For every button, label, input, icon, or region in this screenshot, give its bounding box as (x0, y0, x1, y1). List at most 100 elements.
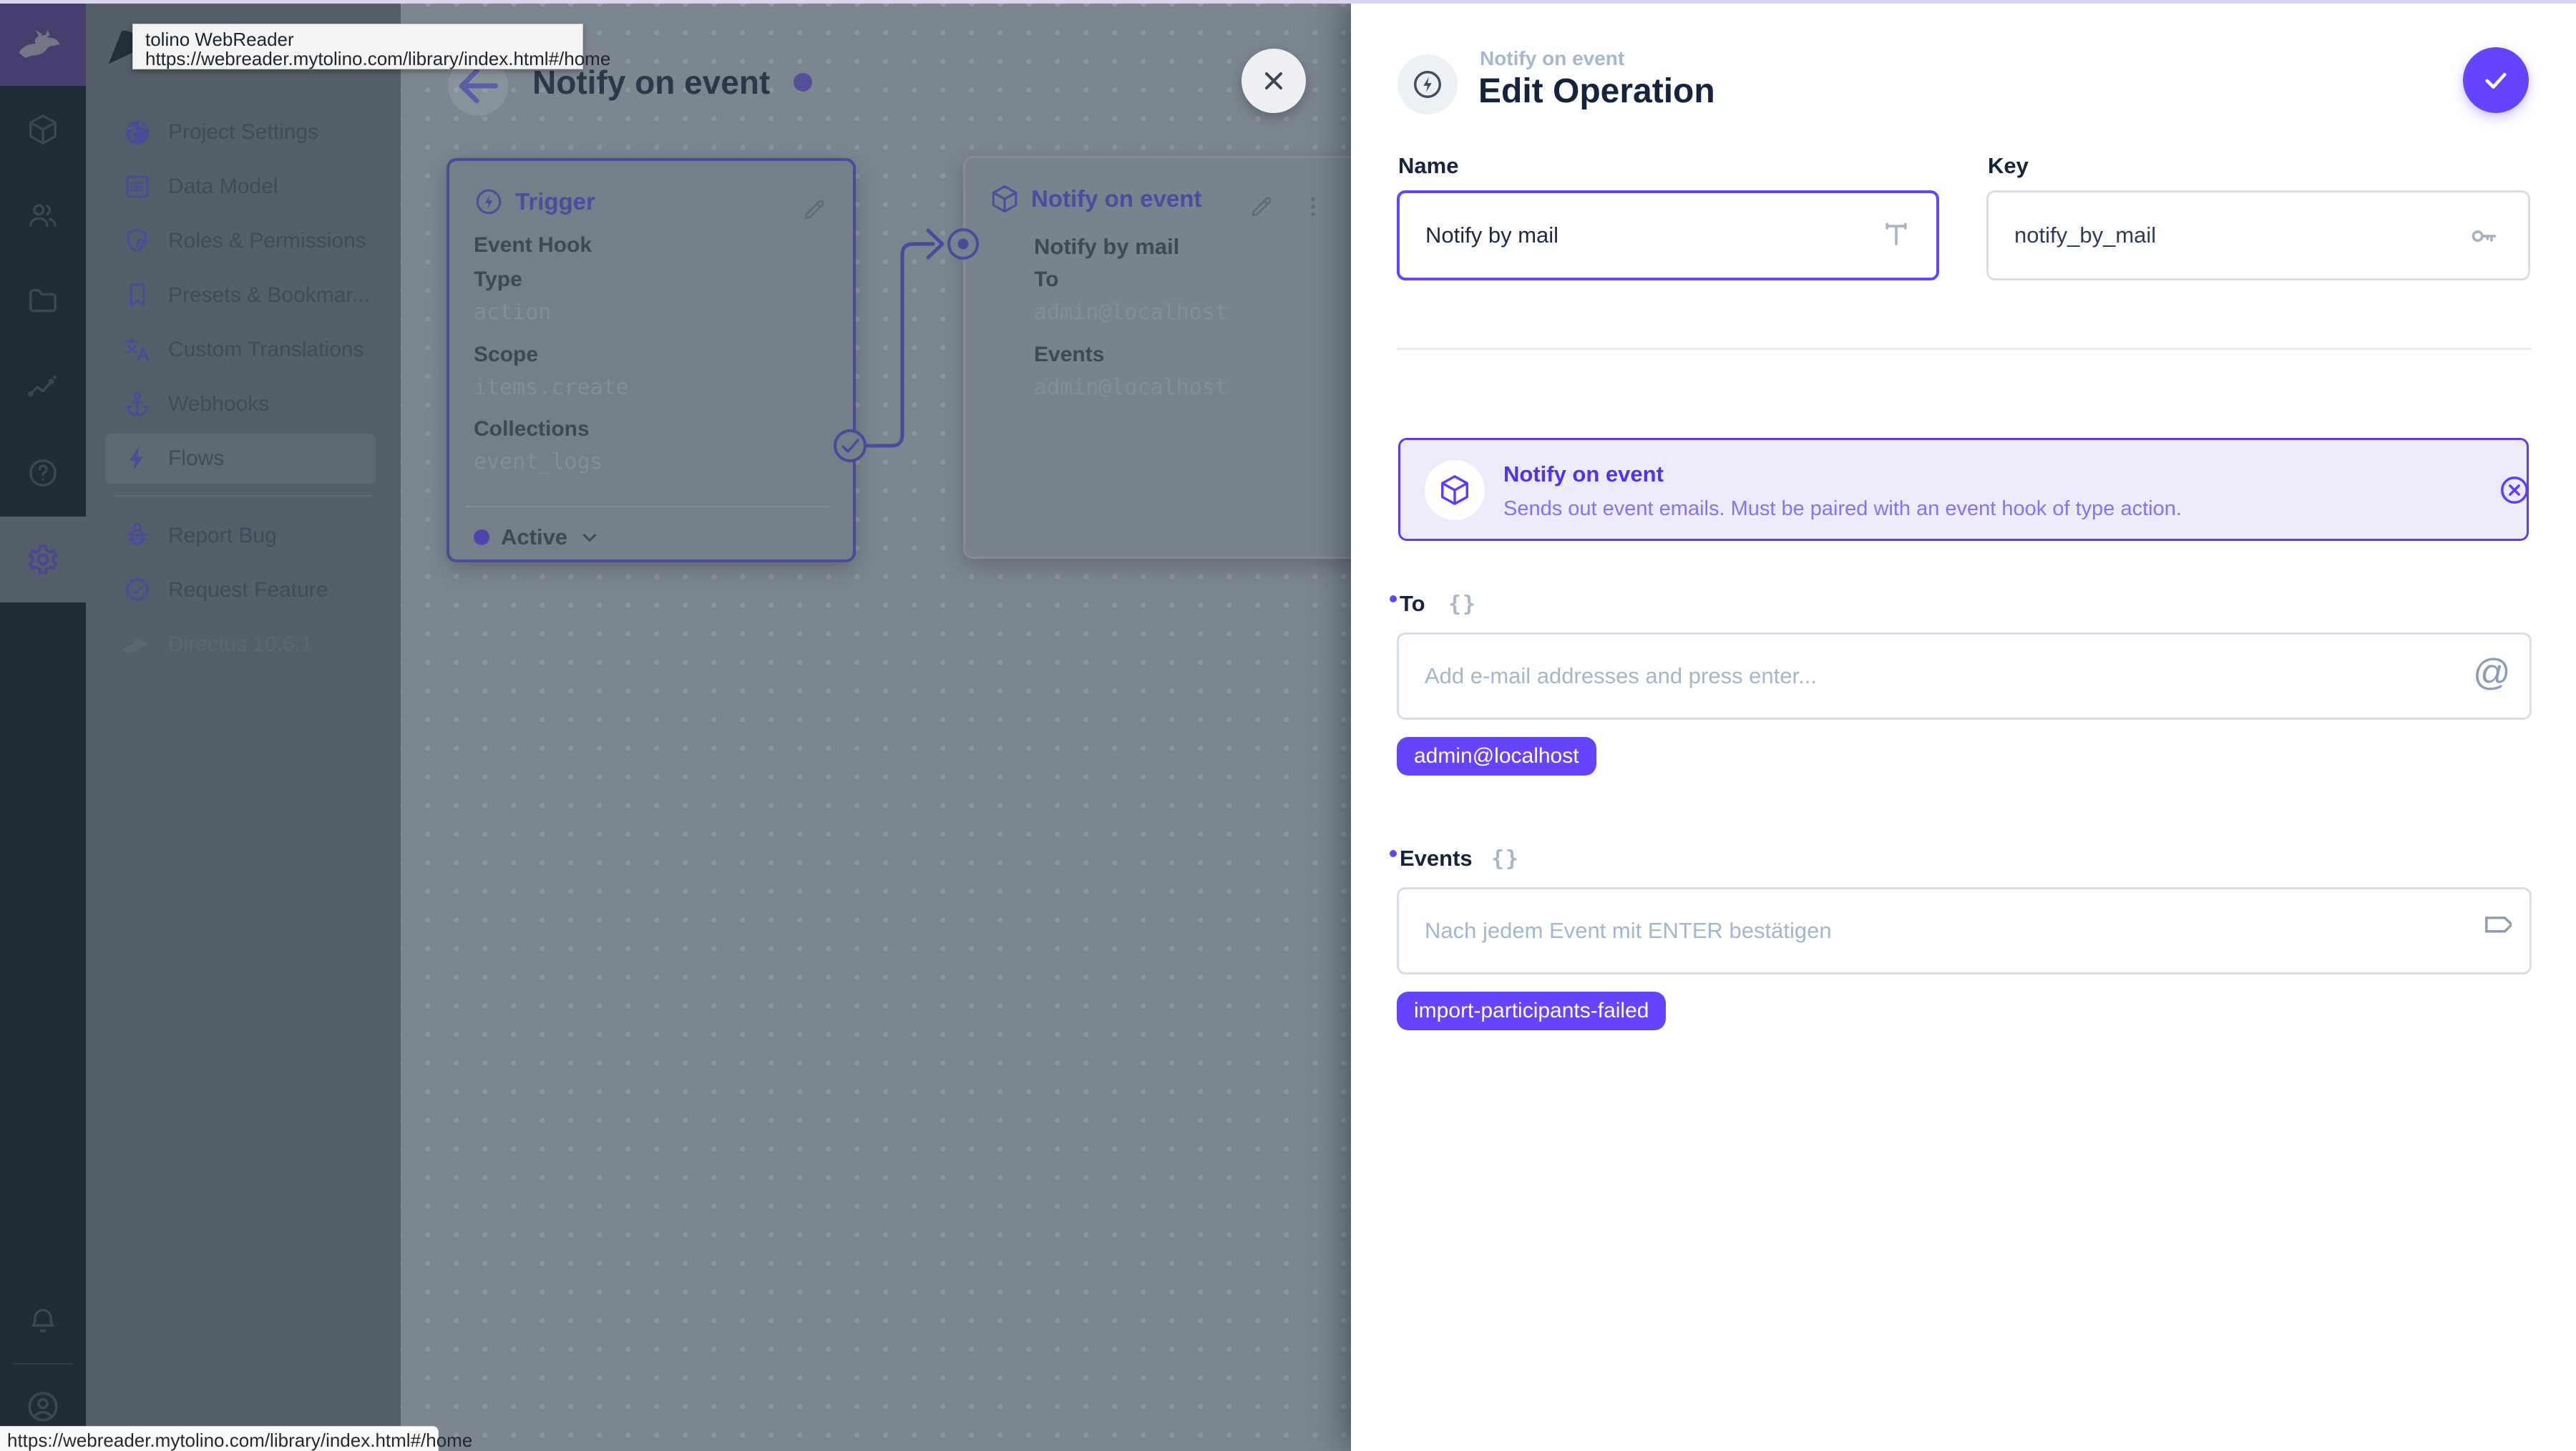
drawer-divider (1397, 348, 2532, 350)
trigger-header-label: Trigger (515, 188, 595, 215)
drawer-close-button[interactable] (1241, 49, 1306, 113)
help-icon (29, 459, 57, 487)
trigger-tools (801, 197, 827, 223)
module-help[interactable] (0, 430, 86, 516)
at-sign-icon: @ (2473, 652, 2511, 693)
bug-icon (127, 523, 148, 546)
directus-logo[interactable] (0, 0, 86, 86)
module-files[interactable] (0, 258, 86, 344)
nav-item-label: Data Model (168, 175, 278, 198)
operation-to-value: admin@localhost (1034, 300, 1228, 325)
bookmark-icon (130, 283, 145, 307)
operation-events-label: Events (1034, 343, 1105, 366)
settings-nav-sidebar: Project Settings Data Model Roles & Perm… (86, 0, 401, 1451)
module-users[interactable] (0, 172, 86, 258)
nav-item-label: Request Feature (168, 578, 328, 602)
flow-status-dot (794, 73, 812, 92)
edit-pencil-icon[interactable] (1249, 194, 1274, 220)
nav-item-custom-translations[interactable]: Custom Translations (86, 323, 401, 377)
nav-item-webhooks[interactable]: Webhooks (86, 377, 401, 431)
required-dot (1390, 850, 1397, 857)
badge-check-icon (125, 577, 150, 602)
rabbit-logo-icon (19, 30, 60, 58)
to-input[interactable] (1397, 632, 2532, 720)
edit-operation-drawer: Notify on event Edit Operation Name Key … (1351, 0, 2576, 1451)
edit-pencil-icon[interactable] (801, 197, 827, 223)
bolt-icon (129, 446, 143, 472)
link-tooltip: tolino WebReader https://webreader.mytol… (132, 24, 610, 69)
trigger-collections-label: Collections (474, 417, 590, 441)
nav-item-request-feature[interactable]: Request Feature (86, 563, 401, 617)
drawer-title: Edit Operation (1478, 72, 1715, 110)
events-field-label: Events (1400, 846, 1473, 871)
folder-icon (29, 288, 57, 313)
chevron-down-icon (583, 534, 597, 542)
nav-item-label: Webhooks (168, 392, 270, 416)
banner-description: Sends out event emails. Must be paired w… (1503, 497, 2182, 520)
nav-item-roles-permissions[interactable]: Roles & Permissions (86, 214, 401, 268)
operation-to-label: To (1034, 268, 1059, 291)
save-button[interactable] (2463, 47, 2529, 113)
trigger-type-label: Type (474, 268, 522, 291)
nav-item-label: Flows (168, 446, 225, 470)
user-avatar-icon (28, 1392, 58, 1422)
nav-item-presets-bookmarks[interactable]: Presets & Bookmar... (86, 268, 401, 323)
tooltip-url: https://webreader.mytolino.com/library/i… (145, 48, 611, 69)
module-collections[interactable] (0, 87, 86, 172)
required-dot (1390, 595, 1397, 602)
trigger-status-dropdown[interactable]: Active (474, 524, 600, 550)
nav-item-project-settings[interactable]: Project Settings (86, 105, 401, 160)
module-settings[interactable] (0, 517, 86, 602)
flow-title: Notify on event (532, 64, 771, 101)
kebab-menu-icon[interactable] (1300, 194, 1326, 220)
events-input[interactable] (1397, 887, 2532, 974)
trigger-scope-value: items.create (474, 375, 629, 400)
operation-name: Notify by mail (1034, 234, 1180, 259)
banner-box-icon-circle (1425, 460, 1485, 520)
nav-item-report-bug[interactable]: Report Bug (86, 509, 401, 563)
gear-icon (28, 544, 58, 575)
bell-icon (31, 1309, 54, 1333)
to-chip[interactable]: admin@localhost (1397, 737, 1596, 776)
browser-top-strip (0, 0, 2576, 4)
users-icon (29, 204, 57, 228)
module-bar (0, 0, 86, 1451)
bolt-circle-icon (476, 189, 502, 215)
operation-type-icon-circle (1397, 54, 1458, 114)
nav-active-highlight (105, 434, 376, 484)
trigger-type-value: action (474, 300, 552, 325)
key-field-label: Key (1988, 153, 2029, 178)
operation-events-value: admin@localhost (1034, 375, 1228, 400)
flow-canvas: Notify on event Trigger Event Hook Type (401, 0, 1368, 1451)
name-input[interactable] (1397, 190, 1939, 280)
status-url: https://webreader.mytolino.com/library/i… (7, 1430, 473, 1451)
to-field-label: To (1400, 591, 1425, 616)
bolt-circle-icon (1414, 71, 1441, 98)
activity-chart-icon (27, 373, 58, 397)
trigger-collections-value: event_logs (474, 449, 603, 474)
operation-header: Notify on event (990, 184, 1201, 214)
raw-value-toggle-icon[interactable]: {} (1491, 846, 1521, 871)
notifications-button[interactable] (0, 1278, 86, 1364)
trigger-name: Event Hook (474, 233, 592, 257)
user-menu-button[interactable] (0, 1364, 86, 1450)
browser-status-bar: https://webreader.mytolino.com/library/i… (0, 1426, 472, 1451)
anchor-icon (126, 391, 149, 417)
operation-panel[interactable]: Notify on event Notify by mail To admin@… (963, 156, 1368, 559)
operation-type-banner: Notify on event Sends out event emails. … (1398, 438, 2529, 541)
trigger-divider (465, 506, 830, 507)
raw-value-toggle-icon[interactable]: {} (1448, 592, 1478, 617)
deselect-circle-x-icon[interactable] (2498, 474, 2531, 507)
nav-item-label: Presets & Bookmar... (168, 283, 370, 307)
nav-item-label: Roles & Permissions (168, 229, 366, 253)
nav-item-label: Project Settings (168, 120, 319, 144)
nav-item-flows[interactable]: Flows (86, 431, 401, 486)
module-insights[interactable] (0, 344, 86, 430)
tooltip-title: tolino WebReader (145, 29, 294, 50)
nav-item-data-model[interactable]: Data Model (86, 160, 401, 214)
translate-icon (125, 338, 150, 362)
trigger-panel[interactable]: Trigger Event Hook Type action Scope ite… (447, 158, 856, 562)
key-input[interactable] (1986, 190, 2530, 280)
events-chip[interactable]: import-participants-failed (1397, 992, 1667, 1030)
